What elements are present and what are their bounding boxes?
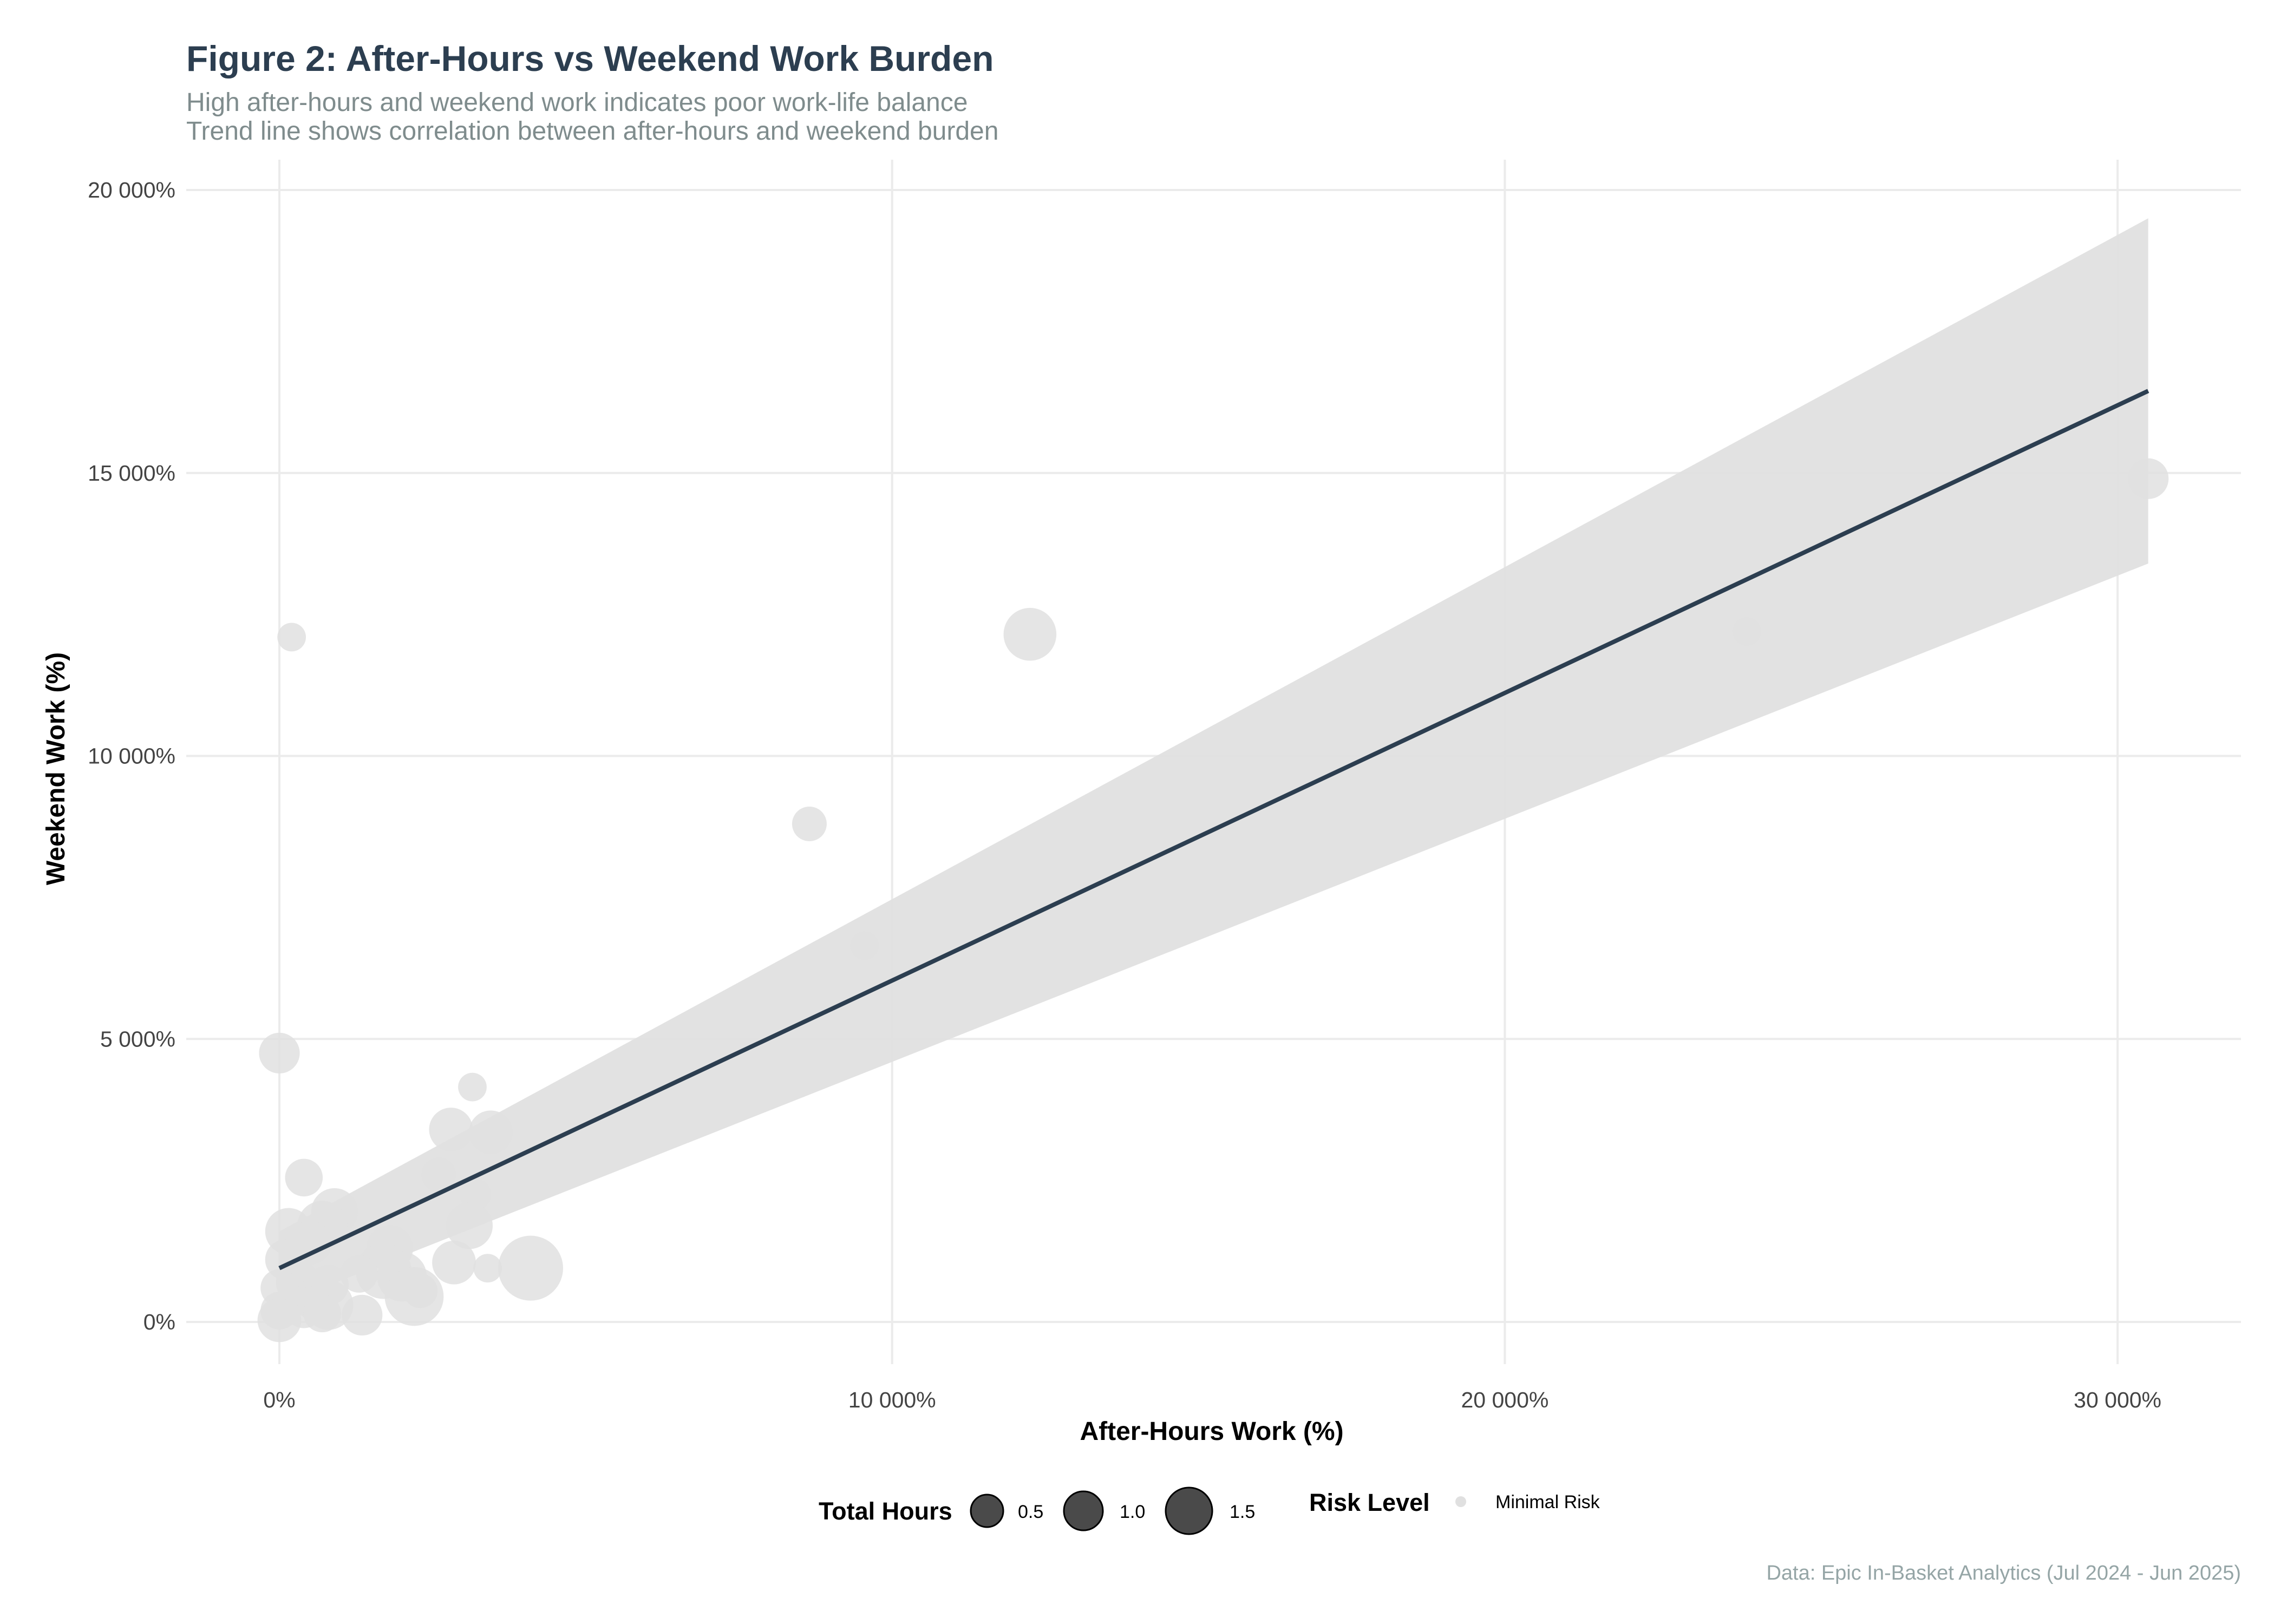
y-tick-label-2: 10 000%: [88, 744, 175, 769]
legend-color-label-minimal-risk: Minimal Risk: [1495, 1492, 1600, 1512]
legend-size-label-1.5: 1.5: [1230, 1502, 1255, 1522]
data-point-15: [446, 1202, 493, 1249]
data-point-3: [277, 623, 306, 652]
tick-labels: 0% 10 000% 20 000% 30 000% 0% 5 000% 10 000% 15…: [88, 178, 2161, 1412]
x-axis-title: After-Hours Work (%): [1080, 1417, 1343, 1446]
data-point-0: [2128, 458, 2169, 499]
legend-color-title: Risk Level: [1309, 1489, 1430, 1516]
trend-line: [278, 389, 2149, 1271]
y-tick-label-3: 15 000%: [88, 461, 175, 486]
data-point-11: [285, 1158, 323, 1197]
data-source-caption: Data: Epic In-Basket Analytics (Jul 2024…: [1766, 1562, 2241, 1584]
data-point-4: [792, 806, 827, 841]
trend-line-layer: [278, 389, 2149, 1271]
gridlines: [186, 160, 2241, 1364]
legend-size-label-1.0: 1.0: [1120, 1502, 1145, 1522]
data-point-1: [1733, 617, 1761, 646]
x-tick-label-3: 30 000%: [2074, 1387, 2161, 1412]
data-point-24: [340, 1255, 378, 1293]
data-point-20: [432, 1240, 476, 1285]
legend-size-label-0.5: 0.5: [1018, 1502, 1043, 1522]
data-point-6: [259, 1032, 300, 1073]
data-point-9: [469, 1110, 513, 1155]
data-point-10: [421, 1157, 456, 1193]
y-tick-label-1: 5 000%: [100, 1026, 175, 1051]
legend-size-key-0.5: [970, 1494, 1004, 1528]
y-tick-label-4: 20 000%: [88, 178, 175, 202]
data-point-36: [342, 1294, 383, 1336]
chart-subtitle-line-2: Trend line shows correlation between aft…: [186, 117, 998, 146]
legend-size-key-1.0: [1063, 1490, 1104, 1531]
chart-subtitle-line-1: High after-hours and weekend work indica…: [186, 88, 968, 117]
data-point-30: [384, 1267, 444, 1326]
x-tick-label-0: 0%: [263, 1387, 295, 1412]
legend: Total Hours 0.5 1.0 1.5 Risk Level Minim…: [819, 1487, 1600, 1535]
confidence-band: [279, 218, 2148, 1305]
y-tick-label-0: 0%: [143, 1309, 175, 1334]
data-point-5: [850, 931, 879, 960]
data-points: [257, 458, 2169, 1343]
chart-title: Figure 2: After-Hours vs Weekend Work Bu…: [186, 38, 994, 78]
legend-color-key-minimal-risk: [1455, 1496, 1466, 1507]
confidence-band-layer: [279, 218, 2148, 1305]
x-tick-label-2: 20 000%: [1461, 1387, 1548, 1412]
data-point-35: [303, 1294, 342, 1333]
legend-size-key-1.5: [1165, 1487, 1213, 1535]
data-point-2: [1003, 607, 1057, 661]
data-point-8: [429, 1108, 473, 1151]
data-point-21: [473, 1254, 502, 1283]
data-point-7: [458, 1072, 487, 1102]
y-axis-title: Weekend Work (%): [42, 652, 70, 885]
legend-size-title: Total Hours: [819, 1497, 952, 1525]
data-point-37: [257, 1298, 302, 1343]
x-tick-label-1: 10 000%: [848, 1387, 936, 1412]
data-point-22: [498, 1235, 563, 1301]
